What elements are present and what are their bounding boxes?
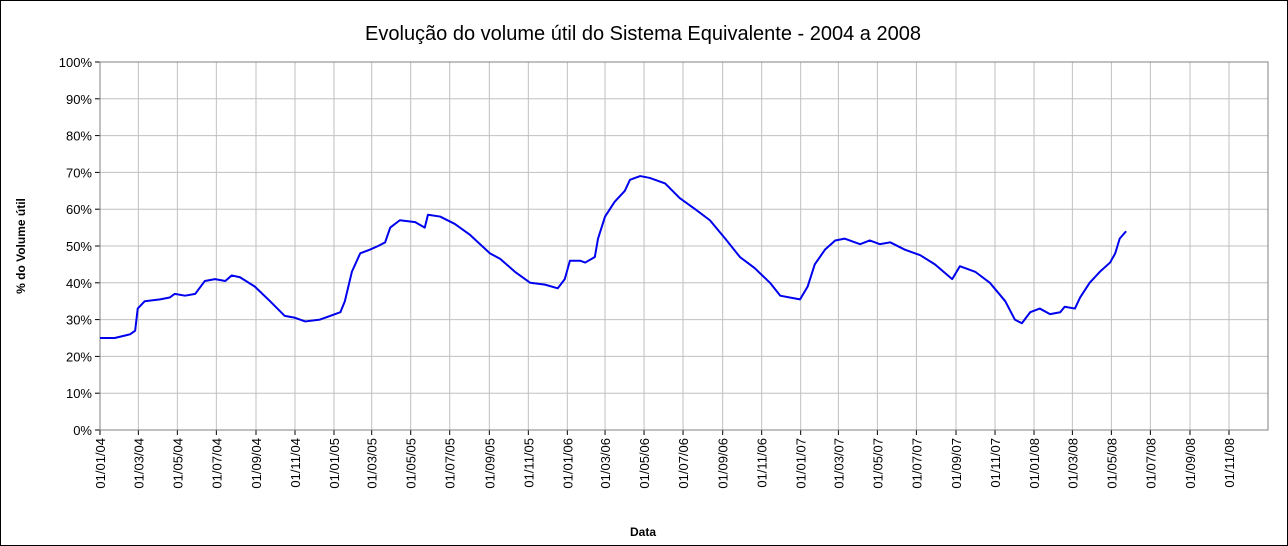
x-tick-label: 01/05/07: [870, 438, 885, 489]
x-tick-label: 01/03/08: [1065, 438, 1080, 489]
x-tick-label: 01/05/06: [637, 438, 652, 489]
x-tick-label: 01/07/05: [443, 438, 458, 489]
x-tick-label: 01/11/06: [755, 438, 770, 488]
x-tick-label: 01/05/05: [404, 438, 419, 489]
x-tick-label: 01/03/04: [131, 438, 146, 489]
x-tick-label: 01/09/07: [949, 438, 964, 489]
data-line: [100, 175, 1127, 339]
x-tick-label: 01/03/07: [831, 438, 846, 489]
x-tick-label: 01/07/07: [909, 438, 924, 489]
y-tick-label: 50%: [66, 239, 92, 254]
y-tick-label: 10%: [66, 386, 92, 401]
chart-title: Evolução do volume útil do Sistema Equiv…: [365, 23, 921, 45]
x-tick-label: 01/01/08: [1027, 438, 1042, 489]
x-tick-label: 01/07/08: [1143, 438, 1158, 489]
y-tick-label: 40%: [66, 276, 92, 291]
y-tick-label: 30%: [66, 313, 92, 328]
y-tick-label: 70%: [66, 165, 92, 180]
x-tick-label: 01/01/04: [93, 438, 108, 489]
x-tick-label: 01/07/04: [209, 438, 224, 489]
x-tick-label: 01/11/04: [288, 438, 303, 488]
y-tick-label: 0%: [73, 423, 92, 438]
x-tick-label: 01/01/06: [560, 438, 575, 489]
x-tick-label: 01/11/07: [988, 438, 1003, 488]
x-tick-label: 01/07/06: [676, 438, 691, 489]
x-tick-label: 01/05/04: [170, 438, 185, 489]
y-axis-title: % do Volume útil: [14, 198, 28, 294]
x-axis-title: Data: [630, 525, 656, 539]
x-tick-label: 01/09/06: [716, 438, 731, 489]
x-tick-label: 01/01/05: [327, 438, 342, 489]
x-tick-label: 01/11/08: [1222, 438, 1237, 488]
plot-border: [99, 61, 1269, 431]
y-tick-label: 90%: [66, 92, 92, 107]
y-tick-label: 20%: [66, 349, 92, 364]
x-tick-label: 01/09/04: [249, 438, 264, 489]
x-tick-label: 01/03/06: [598, 438, 613, 489]
y-tick-label: 100%: [59, 55, 93, 70]
x-tick-label: 01/01/07: [794, 438, 809, 489]
x-tick-label: 01/05/08: [1104, 438, 1119, 489]
x-tick-label: 01/09/05: [482, 438, 497, 489]
y-tick-label: 60%: [66, 202, 92, 217]
x-tick-label: 01/03/05: [365, 438, 380, 489]
y-tick-label: 80%: [66, 129, 92, 144]
x-tick-label: 01/09/08: [1183, 438, 1198, 489]
x-tick-label: 01/11/05: [521, 438, 536, 488]
